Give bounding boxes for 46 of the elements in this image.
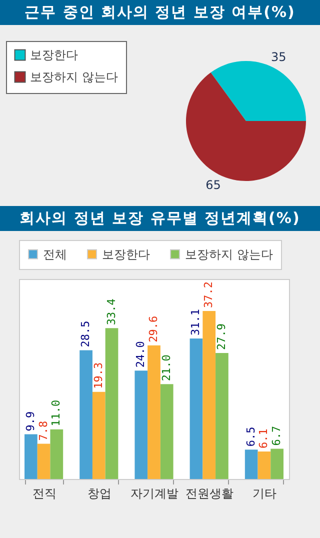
bar <box>50 429 64 479</box>
data-label: 27.9 <box>214 324 228 350</box>
pie-slice <box>186 72 306 181</box>
x-tick-label: 전원생활 <box>186 486 234 500</box>
data-label: 37.2 <box>202 282 216 308</box>
bar <box>148 345 160 479</box>
x-tick-label: 자기계발 <box>130 486 178 500</box>
legend-label: 보장한다 <box>30 48 78 62</box>
legend-label: 보장하지 않는다 <box>30 70 118 84</box>
bar <box>24 434 38 479</box>
data-label: 29.6 <box>147 316 160 342</box>
data-label: 28.5 <box>79 320 92 348</box>
legend-label: 전체 <box>43 247 67 262</box>
bar <box>216 353 228 479</box>
pie-slice <box>210 61 306 121</box>
chart-title: 근무 중인 회사의 정년 보장 여부(%) <box>0 0 320 25</box>
bar <box>37 444 50 479</box>
bar <box>134 370 148 479</box>
bar <box>80 350 92 479</box>
bar <box>92 392 106 479</box>
bar <box>270 448 284 479</box>
data-label: 24.0 <box>134 341 148 368</box>
legend-label: 보장한다 <box>102 247 150 262</box>
data-label: 7.8 <box>36 420 50 441</box>
data-label: 9.9 <box>24 411 37 432</box>
data-label: 65 <box>206 178 221 192</box>
bar <box>202 311 216 479</box>
x-tick-label: 창업 <box>87 486 112 500</box>
data-label: 31.1 <box>189 309 202 336</box>
bar <box>105 328 118 479</box>
data-label: 21.0 <box>160 354 173 382</box>
data-label: 33.4 <box>104 298 118 326</box>
chart-title: 회사의 정년 보장 유무별 정년계획(%) <box>0 206 320 231</box>
data-label: 6.5 <box>244 426 258 447</box>
x-tick-label: 전직 <box>32 486 56 500</box>
bar <box>258 451 271 479</box>
data-label: 6.1 <box>257 428 270 448</box>
data-label: 35 <box>271 50 286 64</box>
data-label: 6.7 <box>270 426 284 446</box>
bar <box>190 338 203 479</box>
bar <box>244 450 258 479</box>
bar <box>160 384 174 479</box>
data-label: 19.3 <box>92 362 105 389</box>
x-tick-label: 기타 <box>252 486 277 500</box>
data-label: 11.0 <box>50 400 63 426</box>
legend-label: 보장하지 않는다 <box>185 247 273 262</box>
